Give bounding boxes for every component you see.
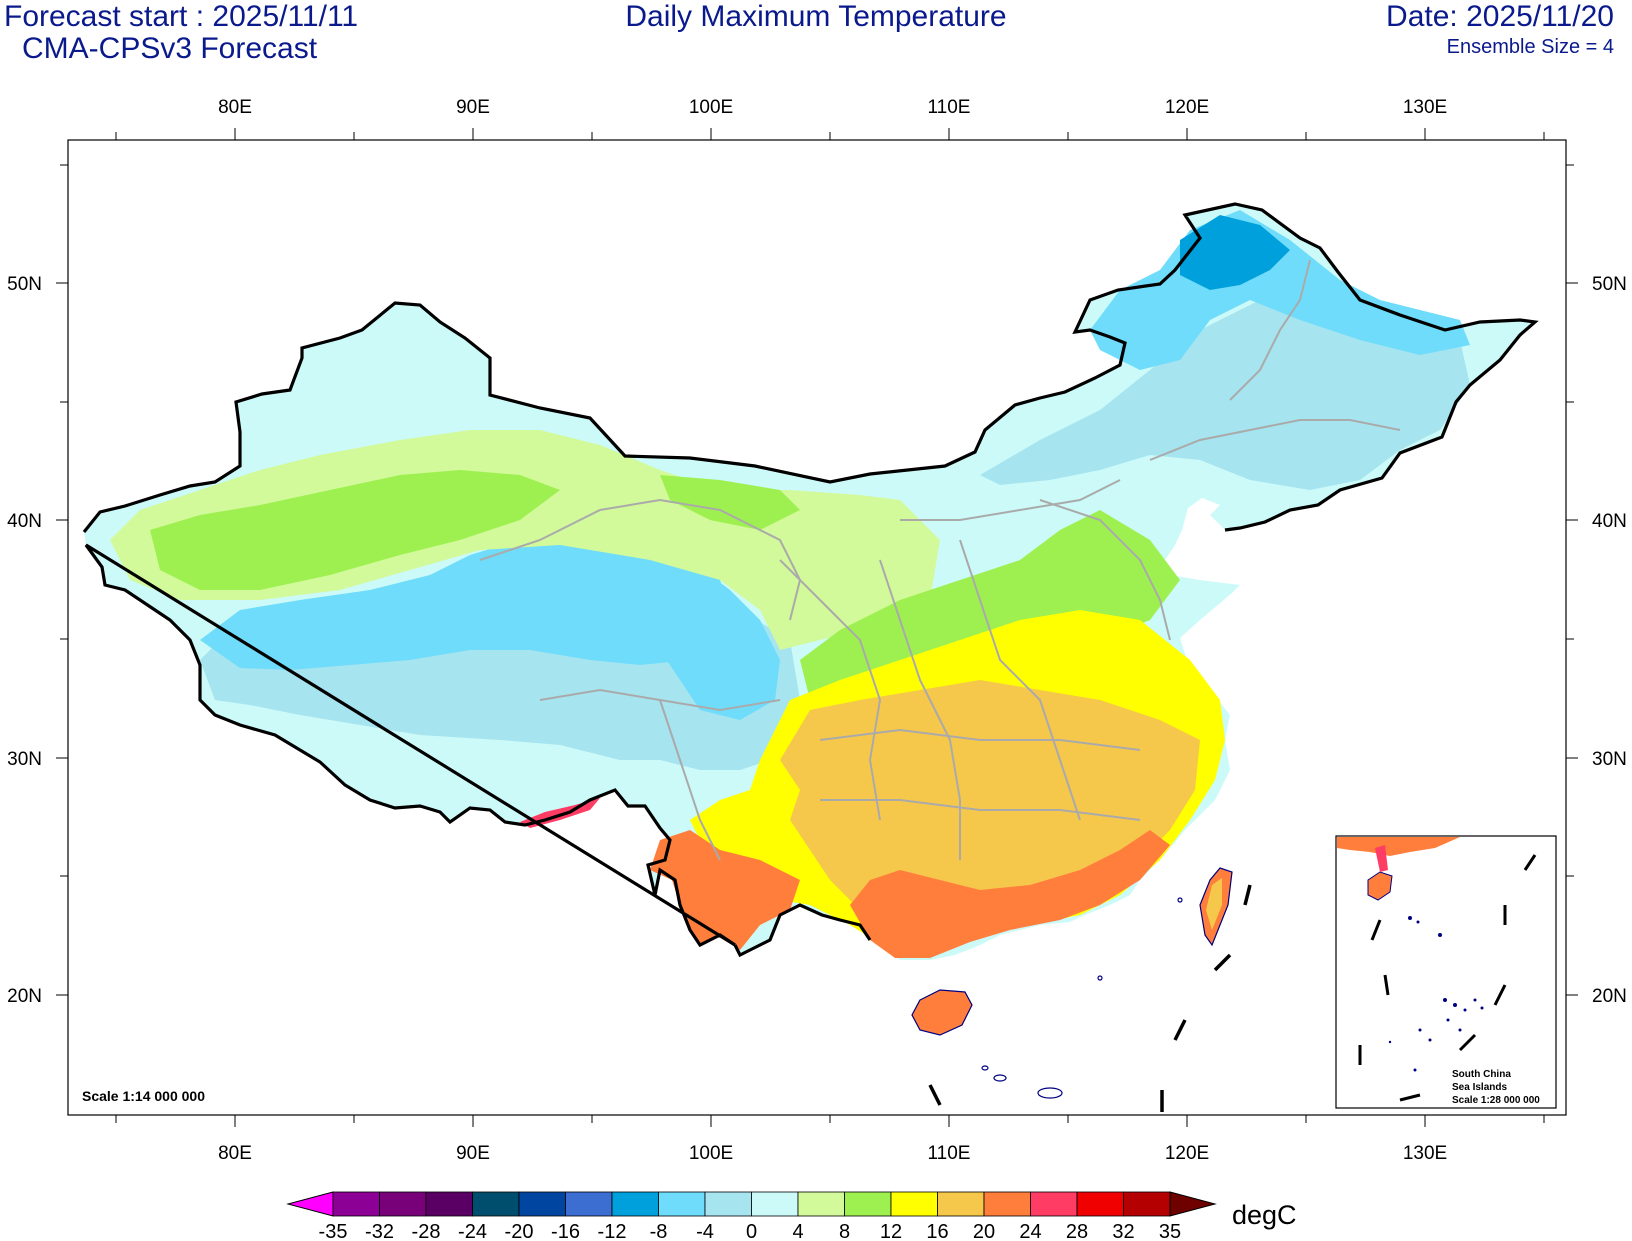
lon-label-top: 110E [928, 97, 971, 118]
band-8-4-qinghai [590, 548, 780, 720]
band-12-8-northeast [1180, 215, 1290, 290]
inset-guangdong-tip [1375, 845, 1388, 872]
inset-scale-label: Scale 1:28 000 000 [1452, 1095, 1540, 1106]
colorbar-swatch [472, 1191, 520, 1217]
lon-label-top: 130E [1403, 97, 1447, 118]
south-china-sea-inset: South China Sea Islands Scale 1:28 000 0… [1335, 835, 1557, 1109]
china-national-border [82, 202, 1539, 958]
valid-date-label: Date: 2025/11/20 [1386, 0, 1614, 33]
forecast-start-label: Forecast start : 2025/11/11 [4, 0, 359, 33]
hainan-island [911, 989, 973, 1036]
lon-label-bottom: 120E [1165, 1143, 1209, 1164]
colorbar-tick-label: 4 [792, 1221, 803, 1241]
lon-label-bottom: 130E [1403, 1143, 1447, 1164]
colorbar-swatch [658, 1191, 706, 1217]
colorbar-tick-label: -20 [505, 1221, 534, 1241]
lat-label-left: 50N [7, 274, 42, 295]
map-scale-label: Scale 1:14 000 000 [82, 1088, 205, 1104]
colorbar-tick-label: -16 [551, 1221, 580, 1241]
inset-mainland [1337, 837, 1460, 856]
colorbar-high-triangle [1169, 1191, 1217, 1217]
colorbar-tick-label: -32 [365, 1221, 394, 1241]
maritime-boundary-dashes [928, 884, 1252, 1112]
band-4-0-northeast [980, 300, 1470, 490]
colorbar-unit: degC [1232, 1200, 1297, 1230]
lon-label-bottom: 80E [218, 1143, 252, 1164]
colorbar-low-triangle [286, 1191, 334, 1217]
lat-label-left: 40N [7, 511, 42, 532]
colorbar-swatch [332, 1191, 380, 1217]
colorbar-swatch [797, 1191, 845, 1217]
south-sea-islands [981, 897, 1183, 1099]
plot-title: Daily Maximum Temperature [625, 0, 1007, 33]
china-temperature-field [82, 202, 1539, 1112]
colorbar-swatch [611, 1191, 659, 1217]
colorbar-swatch [751, 1191, 799, 1217]
colorbar-swatch [1076, 1191, 1124, 1217]
model-label: CMA-CPSv3 Forecast [22, 32, 318, 65]
band-20-24-south [850, 830, 1170, 958]
colorbar-swatch [704, 1191, 752, 1217]
colorbar-swatch [983, 1191, 1031, 1217]
lon-label-top: 90E [456, 97, 490, 118]
colorbar-tick-label: 28 [1066, 1221, 1088, 1241]
colorbar-swatch [844, 1191, 892, 1217]
colorbar-tick-label: -8 [650, 1221, 668, 1241]
colorbar-tick-label: -4 [696, 1221, 714, 1241]
province-boundaries [479, 259, 1401, 861]
ensemble-size-label: Ensemble Size = 4 [1446, 36, 1614, 58]
lat-label-right: 30N [1592, 749, 1627, 770]
colorbar-swatch [1030, 1191, 1078, 1217]
colorbar-swatch [565, 1191, 613, 1217]
lat-label-left: 20N [7, 986, 42, 1007]
colorbar-swatch [937, 1191, 985, 1217]
lat-axis-left [56, 164, 68, 996]
colorbar-tick-label: -35 [319, 1221, 348, 1241]
colorbar-tick-label: 16 [926, 1221, 948, 1241]
lon-label-top: 100E [689, 97, 733, 118]
colorbar-swatch [890, 1191, 938, 1217]
colorbar-tick-label: 32 [1112, 1221, 1134, 1241]
colorbar-tick-label: -24 [458, 1221, 487, 1241]
inset-title-line2: Sea Islands [1452, 1082, 1507, 1093]
colorbar-tick-label: 35 [1159, 1221, 1181, 1241]
colorbar-swatch [518, 1191, 566, 1217]
band-8-12-central [800, 510, 1180, 700]
inset-title-line1: South China [1452, 1069, 1511, 1080]
lat-axis-right [1566, 164, 1578, 996]
inset-islands [1388, 916, 1484, 1072]
colorbar-swatch [1123, 1191, 1171, 1217]
colorbar-tick-label: 8 [839, 1221, 850, 1241]
colorbar-tick-label: 0 [746, 1221, 757, 1241]
colorbar-tick-label: -28 [412, 1221, 441, 1241]
colorbar-tick-label: 24 [1019, 1221, 1041, 1241]
colorbar: -35 -32 -28 -24 -20 -16 -12 -8 -4 0 4 8 12 16 20 24 28 32… [286, 1191, 1217, 1241]
lat-label-left: 30N [7, 749, 42, 770]
colorbar-tick-label: 12 [880, 1221, 902, 1241]
colorbar-tick-label: 20 [973, 1221, 995, 1241]
band-4-8-xinjiang [110, 430, 940, 650]
lat-label-right: 20N [1592, 986, 1627, 1007]
band-8-12-north [660, 475, 800, 530]
lon-label-bottom: 90E [456, 1143, 490, 1164]
lat-label-right: 40N [1592, 511, 1627, 532]
lon-label-bottom: 100E [689, 1143, 733, 1164]
inset-dashes [1358, 854, 1537, 1102]
lat-label-right: 50N [1592, 274, 1627, 295]
taiwan-core [1206, 878, 1222, 930]
colorbar-swatch [425, 1191, 473, 1217]
lon-label-top: 80E [218, 97, 252, 118]
band-8-12-tarim [150, 470, 560, 590]
colorbar-swatch [379, 1191, 427, 1217]
lon-label-bottom: 110E [928, 1143, 971, 1164]
lon-axis-bottom [115, 1115, 1545, 1127]
inset-frame [1335, 835, 1557, 1109]
lon-axis-top [115, 128, 1545, 140]
colorbar-tick-label: -12 [598, 1221, 627, 1241]
lon-label-top: 120E [1165, 97, 1209, 118]
